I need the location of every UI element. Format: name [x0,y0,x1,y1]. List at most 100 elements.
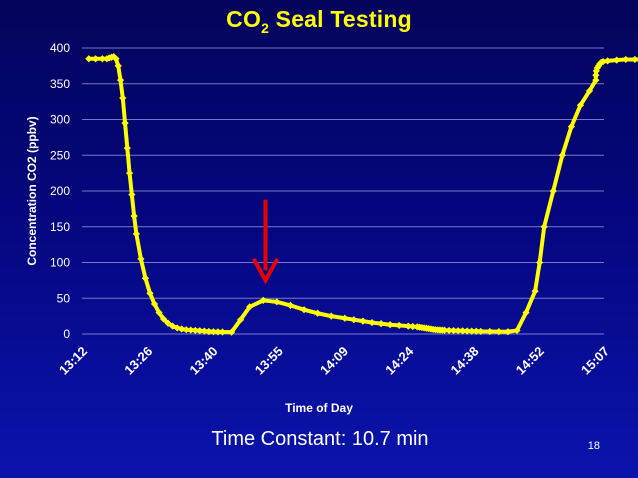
data-point [576,101,585,109]
data-point [178,325,186,333]
data-point [449,326,458,335]
data-point [164,319,172,327]
data-point [472,327,480,335]
y-axis-label: Concentration CO2 (ppbv) [25,116,39,266]
x-tick-label-5: 14:24 [382,343,417,378]
data-point [592,71,600,79]
data-point [454,327,462,335]
data-point [536,258,544,267]
data-point [200,327,208,335]
data-point [368,318,376,327]
data-point [377,320,385,328]
data-point [173,324,181,332]
x-axis-label: Time of Day [285,401,353,415]
data-point [599,57,607,66]
chart-y-tick-labels: 0 50 100 150 200 250 300 350 400 [50,41,70,341]
data-point [350,316,358,324]
data-point [146,289,154,297]
y-tick-label-50: 50 [57,291,71,305]
series-line-0 [86,54,638,335]
data-point [513,326,521,335]
data-point [125,169,134,177]
chart-x-tick-labels: 13:12 13:26 13:40 13:55 14:09 14:24 14:38 14:52… [56,343,612,378]
data-point [116,76,125,84]
chart-annotations [252,199,279,285]
data-point [137,255,145,263]
x-tick-label-7: 14:52 [513,344,547,378]
data-point [214,328,222,336]
x-tick-label-2: 13:40 [187,344,221,378]
data-point [486,327,494,336]
x-tick-label-8: 15:07 [578,344,612,378]
data-point [386,321,394,329]
data-point [114,62,122,70]
data-point [463,327,471,335]
data-point [182,326,190,334]
data-point [132,230,140,238]
data-point [286,301,295,309]
data-point [121,119,129,127]
data-point [327,312,335,320]
chart-title-subscript: 2 [261,20,270,36]
data-point [150,300,159,308]
chart-title-suffix: Seal Testing [269,6,412,32]
red-down-arrow-1 [252,199,279,285]
data-point [209,328,218,336]
data-point [196,327,204,335]
data-point [404,322,412,330]
data-point [273,298,281,306]
data-point [631,55,638,64]
data-point [187,326,195,334]
y-tick-label-200: 200 [50,184,70,198]
data-point [130,212,138,220]
data-point [246,303,254,311]
data-point [112,55,120,63]
data-point [477,327,485,336]
x-tick-label-1: 13:26 [121,344,155,378]
x-tick-label-3: 13:55 [252,344,286,378]
data-point [504,328,512,336]
data-point [218,328,227,336]
data-point [622,55,630,64]
data-point [159,315,168,323]
data-point [205,327,213,336]
data-point [227,328,236,336]
data-point [314,309,322,317]
data-point [91,55,100,63]
y-tick-label-400: 400 [50,41,70,55]
data-point [155,308,163,317]
page-number: 18 [587,440,600,452]
chart-gridlines [82,47,604,335]
data-point [128,190,136,199]
data-point [613,56,621,64]
arrow-head [252,258,279,285]
data-point [549,187,557,195]
data-point [558,151,566,159]
data-point [445,326,453,335]
y-tick-label-300: 300 [50,113,70,127]
data-point [341,314,349,322]
data-point [567,123,575,131]
data-point [468,327,476,335]
x-tick-label-6: 14:38 [448,344,482,378]
data-point [119,94,127,102]
series-markers-0 [85,52,638,336]
data-point [141,274,150,282]
data-point [395,321,403,330]
data-point [259,296,267,304]
data-point [98,55,106,63]
data-point [236,316,245,324]
data-point [522,308,530,317]
data-point [300,306,308,314]
data-point [495,328,503,336]
y-tick-label-250: 250 [50,148,70,162]
data-point [123,144,131,152]
chart-title: CO2 Seal Testing [0,6,638,36]
data-point [440,326,449,334]
data-point [110,52,118,61]
data-point [409,322,417,331]
x-tick-label-4: 14:09 [317,344,351,378]
data-point [359,317,367,325]
data-point [191,326,199,335]
